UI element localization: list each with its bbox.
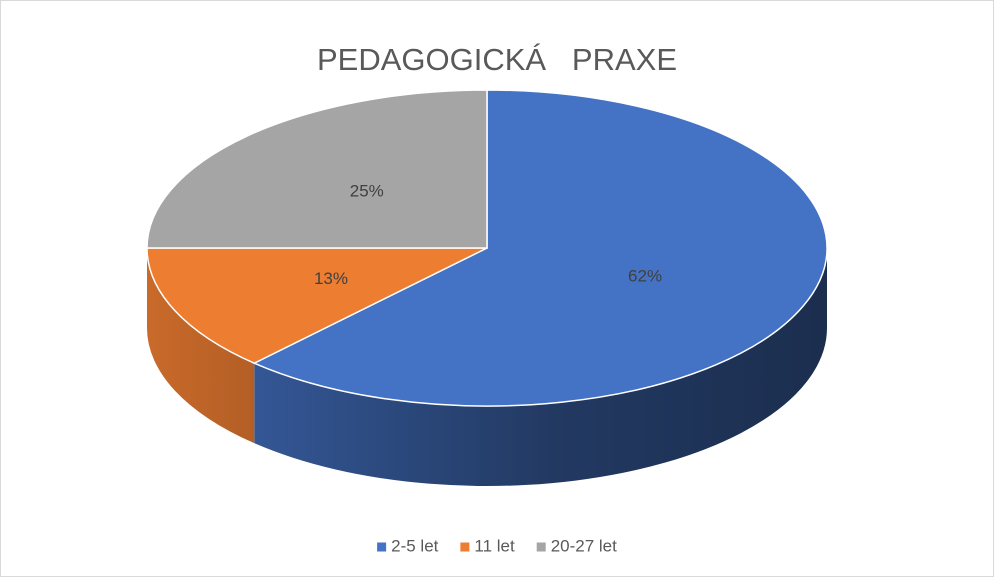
data-label: 62% <box>628 267 662 286</box>
legend-label: 20-27 let <box>551 536 617 555</box>
legend-swatch <box>377 542 387 552</box>
legend-swatch <box>460 542 470 552</box>
legend-label: 2-5 let <box>391 536 439 555</box>
legend-swatch <box>536 542 546 552</box>
pie-slice <box>252 89 828 407</box>
pie-slice-side <box>147 248 255 444</box>
pie-slice <box>146 247 488 365</box>
data-label: 25% <box>350 182 384 201</box>
chart-title: PEDAGOGICKÁ PRAXE <box>317 42 677 77</box>
pie-slice <box>146 89 488 249</box>
data-label: 13% <box>314 269 348 288</box>
legend-label: 11 let <box>474 536 515 555</box>
pie-slice-side <box>254 248 828 487</box>
